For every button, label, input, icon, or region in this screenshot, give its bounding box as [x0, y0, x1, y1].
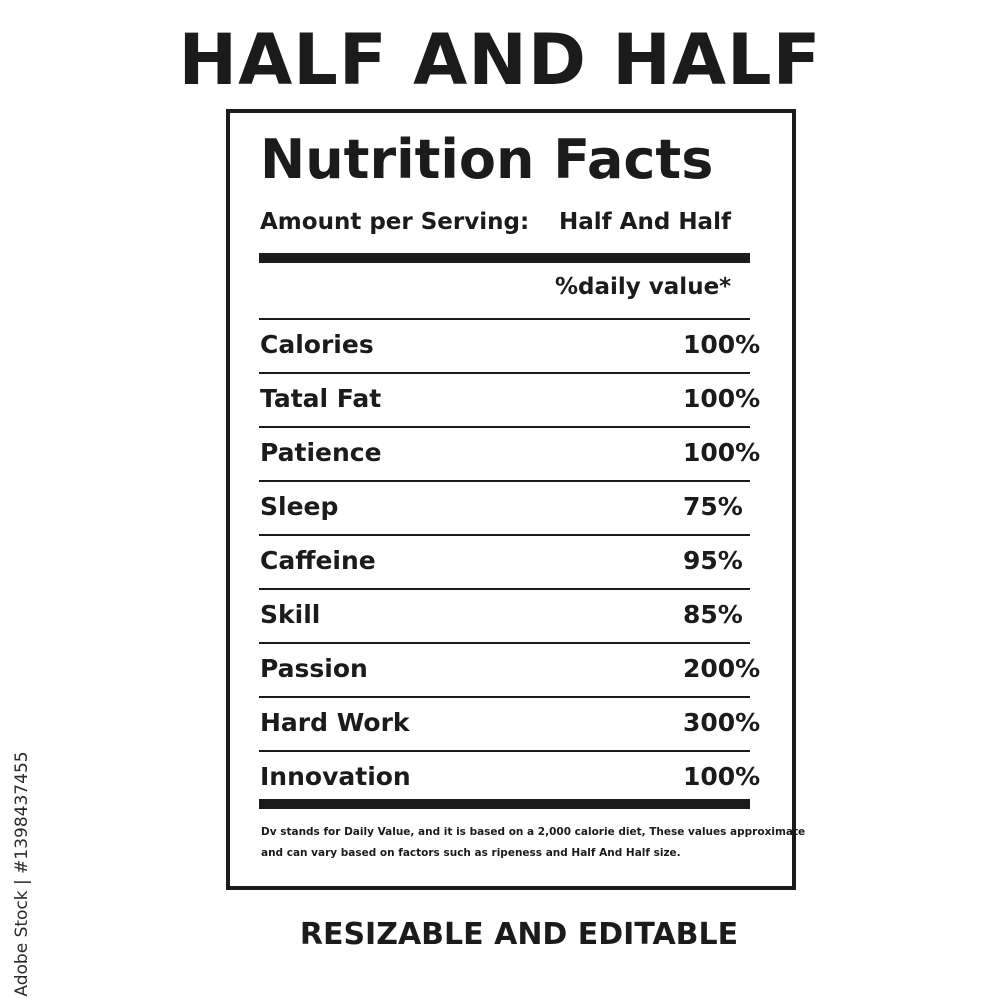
serving-label: Amount per Serving: [260, 209, 530, 235]
nutrient-row: Caffeine 95% [259, 534, 750, 588]
nutrient-value: 75% [683, 492, 743, 521]
nutrient-row: Sleep 75% [259, 480, 750, 534]
nutrient-value: 300% [683, 708, 761, 737]
nutrient-name: Passion [260, 654, 368, 683]
footnote-line: and can vary based on factors such as ri… [261, 847, 681, 859]
bottom-caption: RESIZABLE AND EDITABLE [299, 917, 739, 952]
nutrient-row: Hard Work 300% [259, 696, 760, 750]
stock-id-text: Adobe Stock | #1398437455 [12, 751, 32, 997]
nutrient-row: Calories 100% [259, 318, 760, 372]
footnote-line: Dv stands for Daily Value, and it is bas… [261, 826, 806, 838]
nutrient-value: 100% [683, 330, 761, 359]
top-thick-divider [259, 253, 750, 263]
nutrient-name: Caffeine [260, 546, 376, 575]
nutrient-list: Calories 100% Tatal Fat 100% Patience 10… [259, 318, 760, 804]
nutrient-value: 200% [683, 654, 761, 683]
nutrient-value: 100% [683, 762, 761, 791]
nutrient-value: 95% [683, 546, 743, 575]
bottom-thick-divider [259, 799, 750, 809]
nutrient-row: Passion 200% [259, 642, 760, 696]
nutrient-name: Patience [260, 438, 382, 467]
nutrient-row: Skill 85% [259, 588, 750, 642]
nutrient-row: Tatal Fat 100% [259, 372, 760, 426]
nutrient-name: Sleep [260, 492, 339, 521]
nutrient-name: Innovation [260, 762, 411, 791]
stock-id-watermark: Adobe Stock | #1398437455 [2, 751, 42, 1000]
nutrient-row: Innovation 100% [259, 750, 760, 804]
nutrient-value: 100% [683, 384, 761, 413]
nutrient-name: Tatal Fat [260, 384, 382, 413]
nutrient-value: 100% [683, 438, 761, 467]
nutrient-name: Skill [260, 600, 321, 629]
nutrient-name: Hard Work [260, 708, 410, 737]
nutrition-label-box [226, 109, 796, 890]
nutrient-value: 85% [683, 600, 743, 629]
product-title: HALF AND HALF [178, 19, 822, 101]
nutrition-facts-heading: Nutrition Facts [260, 128, 714, 191]
nutrient-row: Patience 100% [259, 426, 760, 480]
nutrient-name: Calories [260, 330, 374, 359]
serving-value: Half And Half [559, 209, 731, 235]
footnote: Dv stands for Daily Value, and it is bas… [261, 822, 806, 864]
daily-value-header: %daily value* [555, 274, 732, 300]
